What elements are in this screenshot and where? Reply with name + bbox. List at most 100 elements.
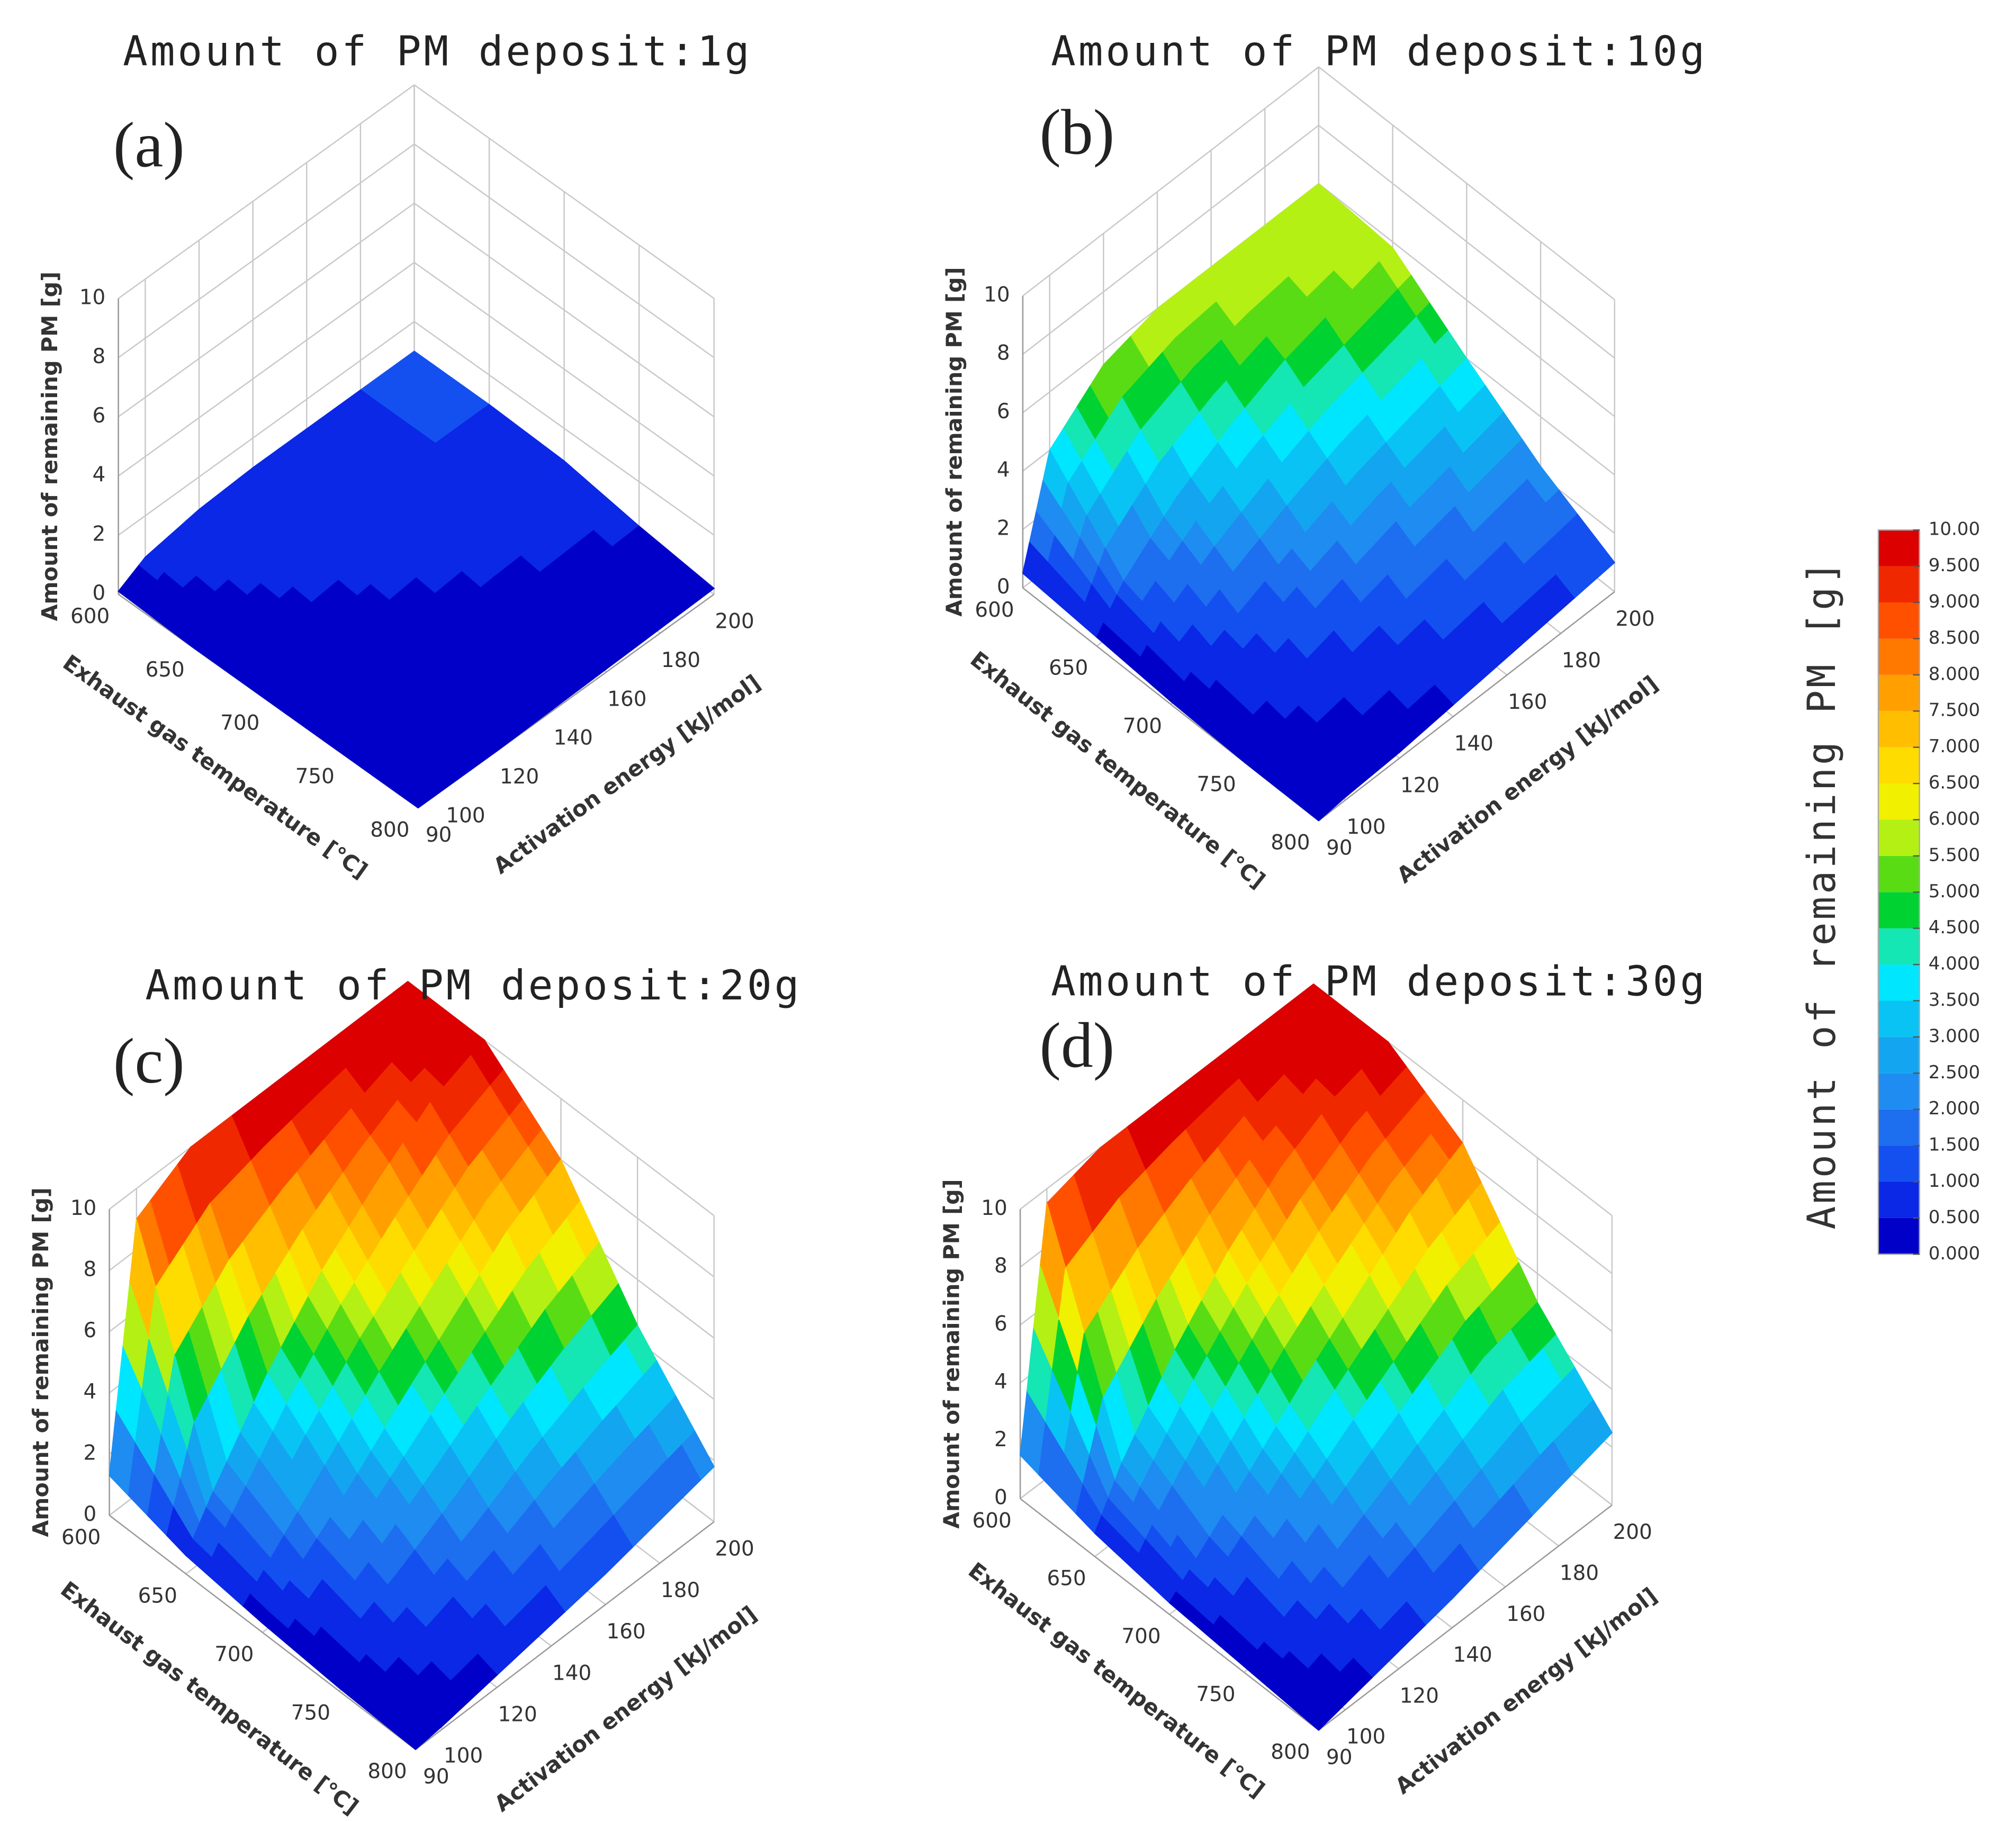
grid-line bbox=[118, 321, 415, 536]
y-tick-label: 90 bbox=[426, 823, 452, 847]
chart-title: Amount of PM deposit:10g bbox=[1051, 28, 1707, 76]
y-tick-label: 90 bbox=[423, 1765, 449, 1789]
chart-title: Amount of PM deposit:20g bbox=[145, 962, 802, 1009]
y-axis bbox=[415, 1521, 715, 1750]
y-tick-label: 140 bbox=[1453, 1643, 1492, 1667]
y-tick-label: 200 bbox=[715, 610, 754, 634]
z-tick-label: 2 bbox=[93, 522, 106, 546]
z-tick-label: 10 bbox=[981, 1196, 1007, 1220]
grid-line bbox=[1022, 124, 1319, 355]
x-tick-label: 700 bbox=[1123, 715, 1162, 738]
colorbar-tick-label: 9.500 bbox=[1929, 555, 1980, 576]
grid-line bbox=[118, 262, 415, 477]
z-tick-label: 10 bbox=[79, 285, 105, 309]
z-tick-label: 10 bbox=[70, 1196, 96, 1220]
grid-line bbox=[118, 202, 415, 418]
z-tick-label: 4 bbox=[994, 1370, 1007, 1394]
colorbar-swatch bbox=[1878, 819, 1920, 856]
z-tick-label: 8 bbox=[994, 1254, 1007, 1278]
z-tick-label: 4 bbox=[93, 463, 106, 487]
colorbar-swatch bbox=[1878, 711, 1920, 747]
colorbar-tick-label: 5.500 bbox=[1929, 844, 1980, 866]
colorbar-tick-label: 4.500 bbox=[1929, 917, 1980, 938]
colorbar-swatch bbox=[1878, 1073, 1920, 1110]
x-tick-label: 750 bbox=[295, 764, 335, 788]
colorbar-tick-label: 10.00 bbox=[1929, 519, 1980, 540]
z-tick-label: 0 bbox=[84, 1502, 97, 1526]
z-tick-label: 4 bbox=[84, 1380, 97, 1404]
x-tick-label: 800 bbox=[367, 1760, 407, 1783]
x-tick-label: 600 bbox=[61, 1526, 101, 1549]
colorbar-swatch bbox=[1878, 674, 1920, 711]
y-tick-label: 200 bbox=[1613, 1520, 1652, 1544]
z-axis-label: Amount of remaining PM [g] bbox=[939, 1179, 965, 1528]
z-tick-label: 6 bbox=[994, 1312, 1007, 1336]
colorbar-swatch bbox=[1878, 1109, 1920, 1146]
x-tick-label: 650 bbox=[146, 658, 185, 682]
colorbar-swatch bbox=[1878, 1146, 1920, 1182]
colorbar-swatch bbox=[1878, 602, 1920, 639]
colorbar-tick-label: 2.000 bbox=[1929, 1098, 1980, 1119]
z-tick-label: 8 bbox=[997, 341, 1010, 365]
surface-cell bbox=[395, 1727, 424, 1751]
y-tick-label: 100 bbox=[446, 804, 485, 827]
colorbar-swatch bbox=[1878, 892, 1920, 928]
colorbar-tick-label: 7.000 bbox=[1929, 736, 1980, 757]
y-tick-label: 120 bbox=[500, 765, 539, 789]
colorbar-swatch bbox=[1878, 1000, 1920, 1037]
colorbar-swatch bbox=[1878, 1036, 1920, 1074]
z-tick-label: 0 bbox=[93, 581, 106, 605]
y-tick-label: 180 bbox=[1562, 648, 1601, 672]
colorbar-tick-label: 8.500 bbox=[1929, 627, 1980, 648]
z-tick-label: 0 bbox=[994, 1486, 1007, 1510]
colorbar-tick-label: 1.000 bbox=[1929, 1170, 1980, 1192]
x-tick-label: 600 bbox=[973, 1509, 1012, 1532]
grid-line bbox=[118, 84, 415, 299]
z-tick-label: 8 bbox=[93, 345, 106, 368]
x-tick-label: 650 bbox=[138, 1584, 177, 1608]
y-tick-label: 100 bbox=[1346, 1725, 1385, 1749]
y-tick-label: 200 bbox=[1616, 607, 1655, 631]
y-tick-label: 180 bbox=[661, 1579, 700, 1602]
surface-cell bbox=[398, 789, 426, 809]
colorbar-tick-label: 5.000 bbox=[1929, 881, 1980, 902]
x-tick-label: 700 bbox=[220, 711, 259, 735]
y-tick-label: 120 bbox=[1400, 1684, 1439, 1708]
chart-title: Amount of PM deposit:1g bbox=[123, 28, 752, 76]
z-tick-label: 2 bbox=[84, 1441, 97, 1465]
z-tick-label: 6 bbox=[93, 404, 106, 428]
panel-label: (a) bbox=[113, 110, 185, 181]
x-tick-label: 750 bbox=[291, 1701, 330, 1725]
colorbar-swatch bbox=[1878, 638, 1920, 675]
y-tick-label: 120 bbox=[498, 1703, 537, 1727]
y-tick-label: 180 bbox=[1560, 1561, 1599, 1585]
colorbar-tick-label: 7.500 bbox=[1929, 700, 1980, 721]
z-tick-label: 4 bbox=[997, 458, 1010, 482]
colorbar-tick-label: 0.000 bbox=[1929, 1243, 1980, 1264]
grid-line bbox=[1022, 66, 1319, 296]
z-tick-label: 0 bbox=[997, 575, 1010, 599]
colorbar-title: Amount of remaining PM [g] bbox=[1799, 558, 1844, 1229]
colorbar-swatch bbox=[1878, 855, 1920, 893]
y-tick-label: 160 bbox=[1506, 1602, 1545, 1626]
y-tick-label: 140 bbox=[552, 1661, 591, 1685]
colorbar-swatch bbox=[1878, 747, 1920, 784]
x-tick-label: 800 bbox=[1271, 831, 1310, 855]
z-axis-label: Amount of remaining PM [g] bbox=[37, 272, 62, 621]
y-tick-label: 120 bbox=[1400, 773, 1439, 797]
colorbar-swatch bbox=[1878, 1218, 1920, 1255]
colorbar-tick-label: 0.500 bbox=[1929, 1206, 1980, 1228]
panel-label: (d) bbox=[1040, 1011, 1115, 1081]
z-tick-label: 6 bbox=[84, 1319, 97, 1342]
y-tick-label: 200 bbox=[715, 1537, 754, 1561]
grid-line bbox=[118, 143, 415, 358]
x-axis bbox=[1020, 1498, 1319, 1731]
y-axis bbox=[1318, 591, 1615, 822]
colorbar-tick-label: 6.500 bbox=[1929, 772, 1980, 794]
x-tick-label: 650 bbox=[1049, 656, 1088, 680]
panel-label: (c) bbox=[113, 1026, 185, 1097]
z-tick-label: 2 bbox=[994, 1428, 1007, 1452]
x-tick-label: 800 bbox=[1271, 1741, 1310, 1764]
panel-label: (b) bbox=[1040, 97, 1115, 168]
